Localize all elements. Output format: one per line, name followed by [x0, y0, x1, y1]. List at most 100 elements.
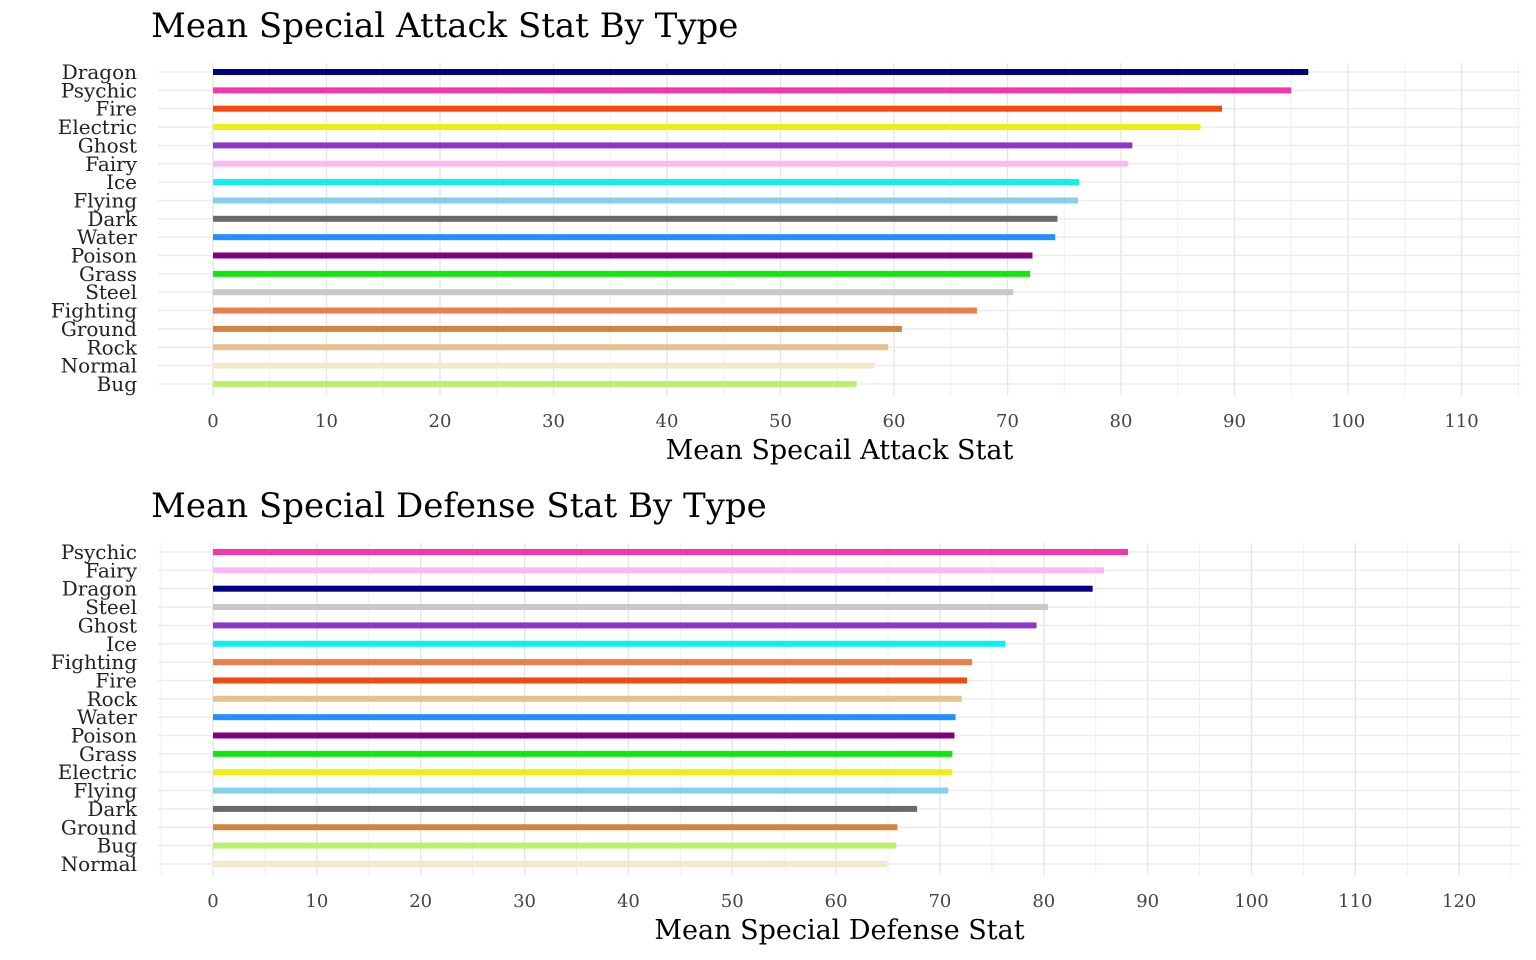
- x-tick-label: 120: [1442, 891, 1476, 912]
- bar-water: [213, 714, 956, 721]
- bar-poison: [213, 732, 955, 739]
- category-labels: DragonPsychicFireElectricGhostFairyIceFl…: [51, 60, 138, 396]
- x-tick-label: 0: [207, 411, 218, 432]
- x-tick-label: 10: [315, 411, 338, 432]
- bar-dragon: [213, 585, 1093, 592]
- x-tick-label: 30: [542, 411, 565, 432]
- bar-rock: [213, 344, 889, 351]
- bar-dark: [213, 805, 918, 812]
- bar-poison: [213, 252, 1033, 259]
- category-label-psychic: Psychic: [61, 78, 137, 102]
- category-label-ice: Ice: [106, 170, 137, 194]
- category-label-dragon: Dragon: [62, 577, 137, 601]
- x-tick-label: 20: [409, 891, 432, 912]
- bar-fire: [213, 677, 967, 684]
- x-tick-labels: 0 10 20 30 40 50 60 70 80 90 100 110: [207, 411, 1478, 432]
- category-label-psychic: Psychic: [61, 540, 137, 564]
- bar-ice: [213, 640, 1006, 647]
- bar-steel: [213, 289, 1014, 296]
- bar-grass: [213, 750, 953, 757]
- x-tick-labels: 0 10 20 30 40 50 60 70 80 90 100 110 120: [207, 891, 1476, 912]
- x-tick-label: 60: [825, 891, 848, 912]
- special-attack-chart: Mean Special Attack Stat By Type Dragon P…: [51, 6, 1521, 466]
- x-tick-label: 90: [1223, 411, 1246, 432]
- category-label-fighting: Fighting: [51, 650, 137, 674]
- category-label-electric: Electric: [58, 115, 137, 139]
- x-tick-label: 50: [769, 411, 792, 432]
- category-label-fairy: Fairy: [85, 152, 137, 176]
- bar-fighting: [213, 659, 973, 666]
- category-label-poison: Poison: [71, 244, 137, 268]
- bar-fighting: [213, 307, 977, 314]
- x-axis-title: Mean Specail Attack Stat: [666, 435, 1014, 466]
- category-label-dragon: Dragon: [62, 60, 137, 84]
- category-label-rock: Rock: [87, 687, 138, 711]
- bar-rock: [213, 695, 962, 702]
- category-label-ground: Ground: [61, 815, 137, 839]
- category-label-ghost: Ghost: [78, 133, 137, 157]
- x-tick-label: 70: [928, 891, 951, 912]
- x-tick-label: 0: [207, 891, 218, 912]
- bar-ice: [213, 179, 1080, 186]
- x-tick-label: 40: [656, 411, 679, 432]
- x-tick-label: 30: [513, 891, 536, 912]
- x-tick-label: 110: [1338, 891, 1372, 912]
- bar-grass: [213, 270, 1031, 277]
- bar-water: [213, 234, 1056, 241]
- bar-ground: [213, 824, 898, 831]
- category-label-dark: Dark: [87, 207, 138, 231]
- category-label-rock: Rock: [87, 335, 138, 359]
- category-label-ground: Ground: [61, 317, 137, 341]
- x-tick-label: 70: [996, 411, 1019, 432]
- bars: [213, 69, 1309, 387]
- bar-bug: [213, 380, 857, 387]
- bar-ghost: [213, 622, 1037, 629]
- category-label-bug: Bug: [97, 834, 138, 858]
- x-axis-title: Mean Special Defense Stat: [654, 915, 1024, 946]
- bar-flying: [213, 197, 1078, 204]
- category-label-fairy: Fairy: [85, 558, 137, 582]
- x-tick-label: 80: [1032, 891, 1055, 912]
- special-defense-chart: Mean Special Defense Stat By Type Psychi…: [0, 480, 1536, 960]
- category-label-electric: Electric: [58, 760, 137, 784]
- x-tick-label: 100: [1234, 891, 1268, 912]
- x-tick-label: 50: [721, 891, 744, 912]
- bar-steel: [213, 604, 1048, 611]
- category-label-steel: Steel: [85, 280, 137, 304]
- category-label-grass: Grass: [79, 262, 137, 286]
- category-labels: PsychicFairyDragonSteelGhostIceFightingF…: [51, 540, 138, 876]
- category-label-steel: Steel: [85, 595, 137, 619]
- bar-psychic: [213, 87, 1292, 94]
- bar-dragon: [213, 69, 1309, 75]
- category-label-normal: Normal: [61, 852, 137, 876]
- bar-flying: [213, 787, 949, 794]
- category-label-ghost: Ghost: [78, 613, 137, 637]
- x-tick-label: 20: [429, 411, 452, 432]
- category-label-water: Water: [77, 225, 138, 249]
- x-tick-label: 80: [1110, 411, 1133, 432]
- bar-ghost: [213, 142, 1133, 149]
- category-label-fire: Fire: [95, 97, 137, 121]
- category-label-grass: Grass: [79, 742, 137, 766]
- category-label-water: Water: [77, 705, 138, 729]
- category-label-bug: Bug: [97, 372, 138, 396]
- chart-title: Mean Special Attack Stat By Type: [151, 6, 739, 46]
- special-attack-plot: DragonPsychicFireElectricGhostFairyIceFl…: [51, 60, 1521, 466]
- chart-title: Mean Special Defense Stat By Type: [151, 486, 767, 526]
- bar-electric: [213, 124, 1201, 131]
- category-label-flying: Flying: [73, 779, 137, 803]
- x-tick-label: 40: [617, 891, 640, 912]
- bar-electric: [213, 769, 953, 776]
- category-label-dark: Dark: [87, 797, 138, 821]
- x-tick-label: 10: [305, 891, 328, 912]
- bar-normal: [213, 362, 875, 369]
- bar-fairy: [213, 160, 1128, 167]
- special-defense-plot: PsychicFairyDragonSteelGhostIceFightingF…: [51, 540, 1521, 946]
- bar-ground: [213, 325, 902, 332]
- bar-psychic: [213, 549, 1128, 555]
- x-tick-label: 60: [883, 411, 906, 432]
- bars: [213, 549, 1128, 867]
- category-label-poison: Poison: [71, 724, 137, 748]
- category-label-flying: Flying: [73, 188, 137, 212]
- x-tick-label: 90: [1136, 891, 1159, 912]
